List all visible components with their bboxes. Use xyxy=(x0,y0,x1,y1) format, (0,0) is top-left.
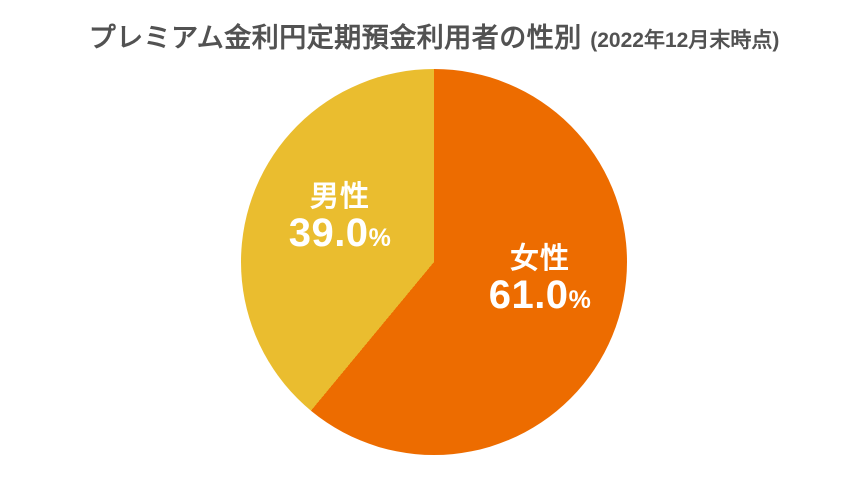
slice-value-female: 61.0% xyxy=(489,275,592,318)
chart-title: プレミアム金利円定期預金利用者の性別 (2022年12月末時点) xyxy=(0,22,868,59)
slice-value-number-female: 61.0 xyxy=(488,273,569,317)
slice-name-male: 男性 xyxy=(309,181,370,213)
chart-title-note: (2022年12月末時点) xyxy=(590,29,780,52)
slice-value-number-male: 39.0 xyxy=(288,211,369,255)
slice-value-male: 39.0% xyxy=(289,213,392,256)
pie-chart: 女性 61.0% 男性 39.0% xyxy=(241,69,627,455)
slice-value-unit-female: % xyxy=(568,286,592,314)
slice-label-female: 女性 61.0% xyxy=(489,243,592,318)
slice-value-unit-male: % xyxy=(368,224,392,252)
slice-name-female: 女性 xyxy=(509,243,570,275)
slice-label-male: 男性 39.0% xyxy=(289,181,392,256)
chart-title-text: プレミアム金利円定期預金利用者の性別 xyxy=(88,23,582,53)
